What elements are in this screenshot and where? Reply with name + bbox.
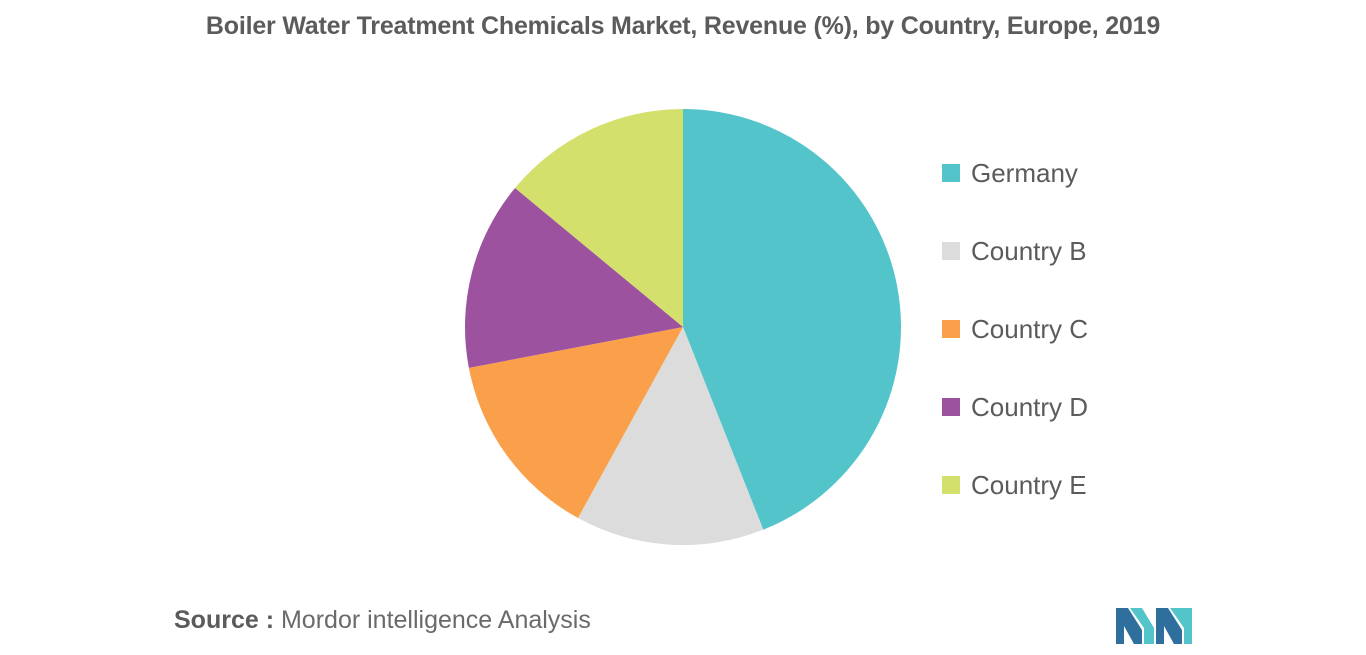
legend-label: Country D — [971, 392, 1089, 422]
legend-swatch — [942, 398, 960, 416]
legend-swatch — [942, 476, 960, 494]
pie-slice-country-d — [464, 188, 683, 368]
legend-label: Country B — [971, 236, 1087, 266]
pie-slice-country-b — [577, 327, 764, 545]
legend-swatch — [942, 242, 960, 260]
legend-swatch — [942, 320, 960, 338]
legend-swatch — [942, 164, 960, 182]
legend-label: Country E — [971, 470, 1087, 500]
pie-slice-country-e — [515, 109, 683, 327]
source-text: Mordor intelligence Analysis — [280, 606, 591, 634]
chart-title: Boiler Water Treatment Chemicals Market,… — [205, 12, 1161, 40]
mordor-intelligence-logo-icon — [1116, 608, 1192, 644]
pie-slices — [464, 109, 901, 545]
pie-slice-country-c — [468, 327, 683, 519]
pie-slice-germany — [683, 109, 901, 530]
source-label: Source : — [174, 606, 275, 634]
source-note: Source : Mordor intelligence Analysis — [174, 606, 591, 635]
legend-label: Country C — [971, 314, 1089, 344]
legend-label: Germany — [971, 158, 1078, 188]
